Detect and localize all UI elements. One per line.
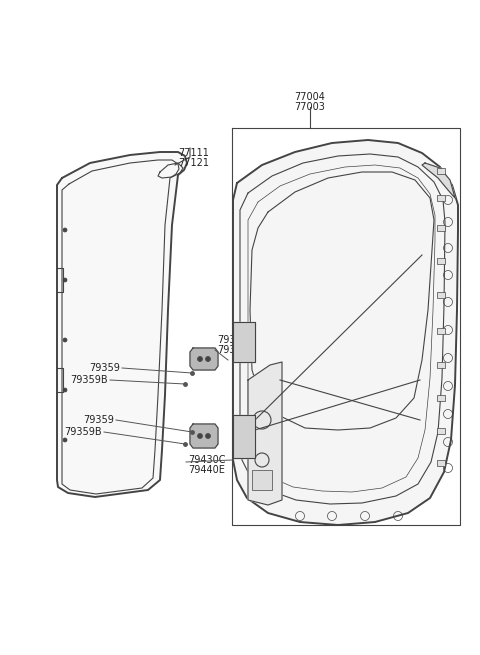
Circle shape — [63, 388, 67, 392]
Circle shape — [205, 434, 211, 438]
Text: 79359: 79359 — [89, 363, 120, 373]
Text: 77003: 77003 — [295, 102, 325, 112]
Bar — [437, 195, 445, 201]
Polygon shape — [57, 152, 187, 497]
Bar — [437, 258, 445, 264]
Bar — [437, 428, 445, 434]
Polygon shape — [422, 163, 455, 198]
Text: 77111: 77111 — [178, 148, 209, 158]
Bar — [437, 460, 445, 466]
Polygon shape — [190, 348, 218, 370]
Text: 79440E: 79440E — [188, 465, 225, 475]
Circle shape — [63, 228, 67, 232]
Polygon shape — [248, 362, 282, 505]
Text: 79430C: 79430C — [188, 455, 226, 465]
Text: 79359B: 79359B — [71, 375, 108, 385]
Text: 79359B: 79359B — [64, 427, 102, 437]
Polygon shape — [233, 140, 458, 525]
Polygon shape — [233, 415, 255, 458]
Text: 79359: 79359 — [83, 415, 114, 425]
FancyBboxPatch shape — [252, 470, 272, 490]
Polygon shape — [233, 322, 255, 362]
Bar — [437, 395, 445, 401]
Text: 79330A: 79330A — [217, 345, 254, 355]
Bar — [437, 225, 445, 231]
Bar — [437, 328, 445, 334]
Bar — [437, 362, 445, 368]
Polygon shape — [190, 424, 218, 448]
Circle shape — [197, 434, 203, 438]
Text: 77004: 77004 — [295, 92, 325, 102]
Text: 79340: 79340 — [217, 335, 248, 345]
Circle shape — [197, 356, 203, 362]
Bar — [437, 292, 445, 298]
Circle shape — [205, 356, 211, 362]
Circle shape — [63, 438, 67, 442]
Bar — [437, 168, 445, 174]
Text: 77121: 77121 — [178, 158, 209, 168]
Circle shape — [63, 278, 67, 282]
Circle shape — [63, 338, 67, 342]
